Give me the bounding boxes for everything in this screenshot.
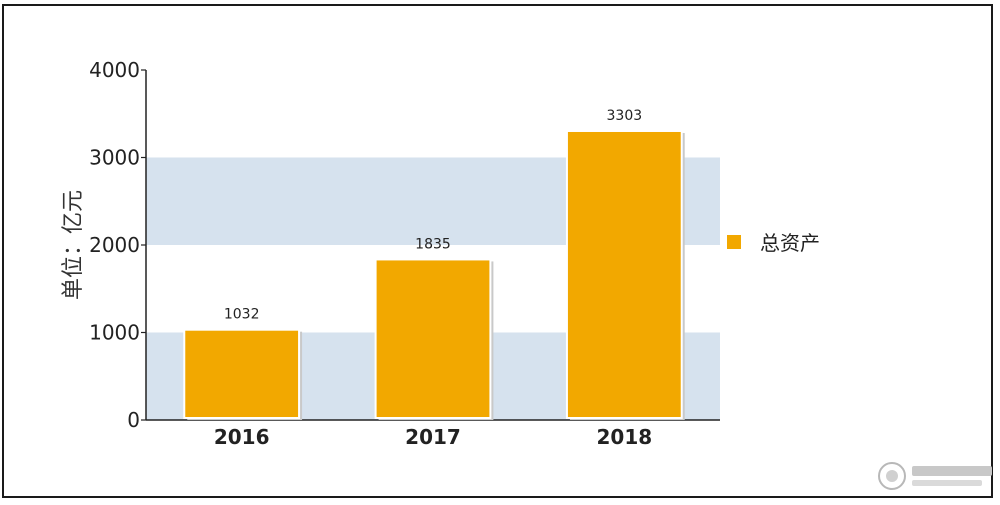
watermark-logo bbox=[878, 462, 992, 490]
x-category-2017: 2017 bbox=[405, 425, 461, 449]
y-tick-label: 3000 bbox=[89, 146, 140, 170]
y-tick-label: 0 bbox=[127, 408, 140, 432]
legend-swatch bbox=[727, 235, 741, 249]
bar-2018 bbox=[565, 129, 683, 420]
data-labels: 1032 1835 3303 bbox=[224, 108, 642, 323]
y-axis-label: 单位：亿元 bbox=[61, 190, 86, 300]
x-category-labels: 2016 2017 2018 bbox=[214, 425, 652, 449]
y-tick-label: 4000 bbox=[89, 58, 140, 82]
x-category-2016: 2016 bbox=[214, 425, 270, 449]
legend: 总资产 bbox=[727, 231, 820, 255]
bar-2017 bbox=[374, 258, 492, 419]
y-tick-labels: 0 1000 2000 3000 4000 bbox=[89, 58, 140, 432]
bar-2016 bbox=[183, 328, 301, 420]
y-tick-label: 2000 bbox=[89, 233, 140, 257]
data-label-2016: 1032 bbox=[224, 307, 260, 323]
data-label-2017: 1835 bbox=[415, 236, 451, 252]
bars bbox=[183, 129, 685, 421]
data-label-2018: 3303 bbox=[607, 108, 643, 124]
watermark-icon bbox=[878, 462, 906, 490]
y-tick-label: 1000 bbox=[89, 321, 140, 345]
legend-label-total-assets: 总资产 bbox=[760, 231, 820, 255]
x-category-2018: 2018 bbox=[596, 425, 652, 449]
